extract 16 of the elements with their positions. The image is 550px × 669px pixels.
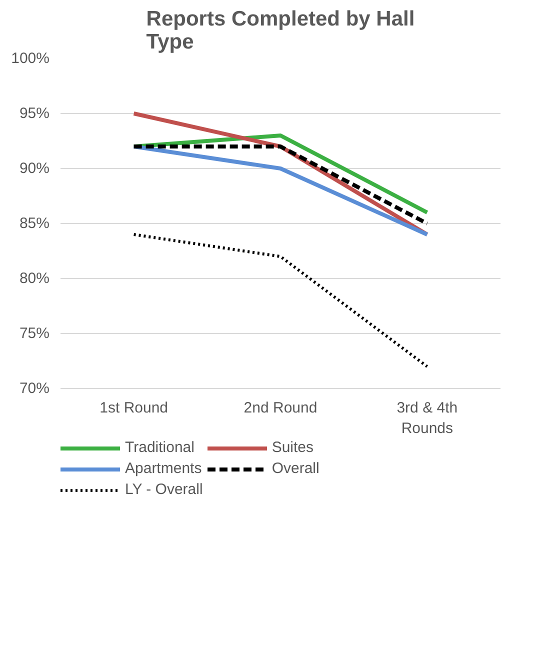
y-tick-label: 95%	[19, 105, 50, 122]
x-tick-label: 3rd & 4th Rounds	[396, 400, 458, 437]
legend-label: Suites	[272, 439, 314, 456]
x-tick-label: 2nd Round	[244, 400, 318, 416]
legend-label: Overall	[272, 460, 320, 477]
legend-label: Apartments	[125, 460, 202, 477]
y-tick-label: 75%	[19, 325, 50, 342]
legend-label: Traditional	[125, 439, 194, 456]
y-tick-label: 85%	[19, 215, 50, 232]
y-tick-label: 90%	[19, 160, 50, 177]
legend-label: LY - Overall	[125, 481, 203, 498]
y-tick-label: 70%	[19, 380, 50, 397]
y-tick-label: 80%	[19, 270, 50, 287]
x-tick-label: 1st Round	[100, 400, 168, 416]
chart-title: Reports Completed by Hall Type	[146, 8, 415, 54]
y-tick-label: 100%	[11, 50, 50, 67]
